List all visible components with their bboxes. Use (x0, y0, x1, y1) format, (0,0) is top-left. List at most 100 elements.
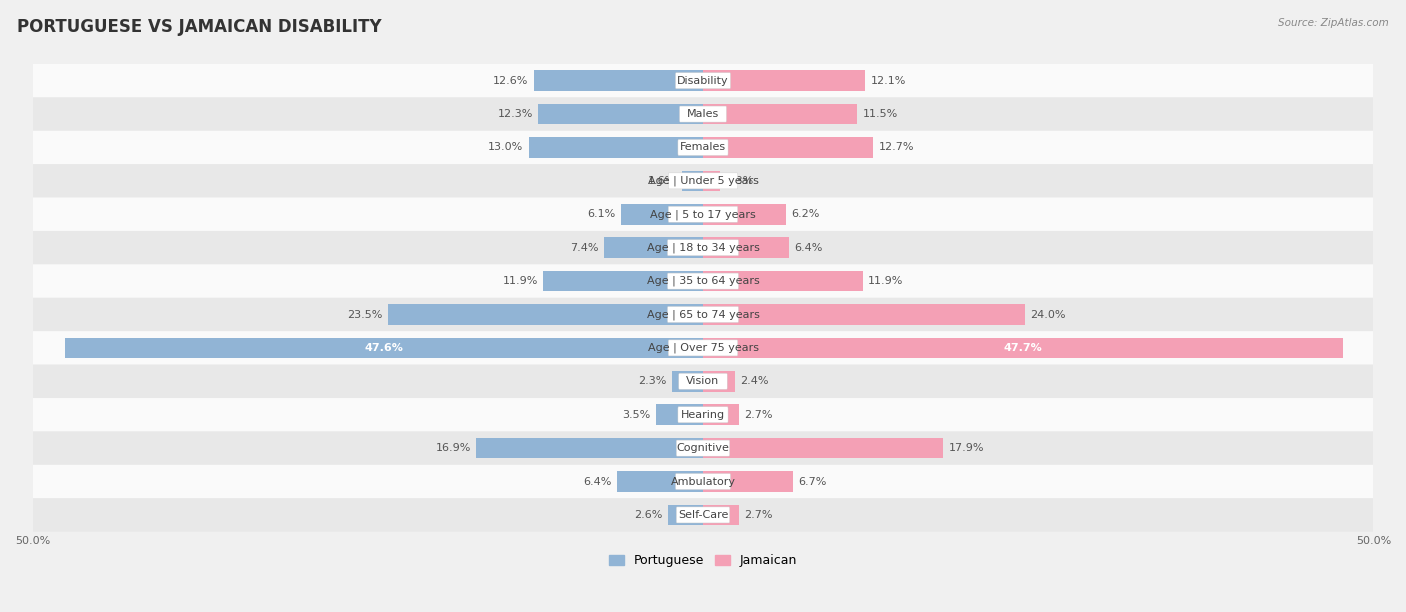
Bar (703, 504, 740, 525)
Text: 1.3%: 1.3% (725, 176, 754, 186)
Text: 11.9%: 11.9% (868, 276, 903, 286)
FancyBboxPatch shape (32, 97, 1374, 131)
FancyBboxPatch shape (32, 498, 1374, 532)
Bar (703, 171, 720, 191)
Bar (668, 504, 703, 525)
Text: 47.6%: 47.6% (364, 343, 404, 353)
FancyBboxPatch shape (675, 474, 731, 490)
Text: Age | 35 to 64 years: Age | 35 to 64 years (647, 276, 759, 286)
FancyBboxPatch shape (668, 340, 738, 356)
Text: 3.5%: 3.5% (623, 409, 651, 420)
FancyBboxPatch shape (675, 73, 731, 89)
Text: PORTUGUESE VS JAMAICAN DISABILITY: PORTUGUESE VS JAMAICAN DISABILITY (17, 18, 381, 36)
Bar (603, 237, 703, 258)
FancyBboxPatch shape (678, 140, 728, 155)
FancyBboxPatch shape (668, 273, 738, 289)
Bar (703, 405, 740, 425)
FancyBboxPatch shape (32, 164, 1374, 198)
Legend: Portuguese, Jamaican: Portuguese, Jamaican (605, 549, 801, 572)
Text: Females: Females (681, 143, 725, 152)
Text: 11.5%: 11.5% (862, 109, 898, 119)
Text: 13.0%: 13.0% (488, 143, 523, 152)
FancyBboxPatch shape (668, 173, 738, 189)
Text: 11.9%: 11.9% (503, 276, 538, 286)
FancyBboxPatch shape (679, 106, 727, 122)
FancyBboxPatch shape (668, 307, 738, 323)
FancyBboxPatch shape (32, 365, 1374, 398)
Bar (657, 405, 703, 425)
Text: 12.1%: 12.1% (870, 76, 905, 86)
Bar (703, 304, 1025, 325)
FancyBboxPatch shape (32, 298, 1374, 331)
FancyBboxPatch shape (676, 440, 730, 456)
Text: 2.7%: 2.7% (745, 510, 773, 520)
Text: Ambulatory: Ambulatory (671, 477, 735, 487)
Text: 12.6%: 12.6% (494, 76, 529, 86)
Text: 12.3%: 12.3% (498, 109, 533, 119)
FancyBboxPatch shape (32, 264, 1374, 298)
FancyBboxPatch shape (32, 398, 1374, 431)
Bar (703, 471, 793, 492)
FancyBboxPatch shape (32, 431, 1374, 465)
Text: 6.4%: 6.4% (583, 477, 612, 487)
FancyBboxPatch shape (668, 240, 738, 256)
Text: Disability: Disability (678, 76, 728, 86)
Bar (672, 371, 703, 392)
Text: 6.2%: 6.2% (792, 209, 820, 219)
Bar (703, 237, 789, 258)
Bar (538, 103, 703, 124)
Bar (703, 137, 873, 158)
Bar (65, 338, 703, 358)
Text: 7.4%: 7.4% (569, 243, 599, 253)
Text: 1.6%: 1.6% (648, 176, 676, 186)
FancyBboxPatch shape (679, 373, 727, 389)
FancyBboxPatch shape (668, 206, 738, 222)
Text: Males: Males (688, 109, 718, 119)
Text: Cognitive: Cognitive (676, 443, 730, 453)
Bar (534, 70, 703, 91)
Text: Self-Care: Self-Care (678, 510, 728, 520)
FancyBboxPatch shape (678, 407, 728, 423)
Text: 17.9%: 17.9% (949, 443, 984, 453)
Bar (703, 204, 786, 225)
Bar (477, 438, 703, 458)
Text: 2.4%: 2.4% (741, 376, 769, 386)
Text: Age | Over 75 years: Age | Over 75 years (648, 343, 758, 353)
Text: 12.7%: 12.7% (879, 143, 914, 152)
Text: 6.4%: 6.4% (794, 243, 823, 253)
Bar (529, 137, 703, 158)
Text: Age | Under 5 years: Age | Under 5 years (648, 176, 758, 186)
Bar (703, 70, 865, 91)
Text: 16.9%: 16.9% (436, 443, 471, 453)
Bar (703, 371, 735, 392)
Bar (703, 338, 1343, 358)
Text: Vision: Vision (686, 376, 720, 386)
Text: Age | 18 to 34 years: Age | 18 to 34 years (647, 242, 759, 253)
Text: Age | 5 to 17 years: Age | 5 to 17 years (650, 209, 756, 220)
FancyBboxPatch shape (32, 64, 1374, 97)
Bar (703, 271, 862, 291)
Bar (703, 103, 858, 124)
Text: 6.1%: 6.1% (588, 209, 616, 219)
Text: 24.0%: 24.0% (1031, 310, 1066, 319)
Text: Source: ZipAtlas.com: Source: ZipAtlas.com (1278, 18, 1389, 28)
Bar (621, 204, 703, 225)
Text: Age | 65 to 74 years: Age | 65 to 74 years (647, 309, 759, 319)
Text: 2.7%: 2.7% (745, 409, 773, 420)
Text: Hearing: Hearing (681, 409, 725, 420)
FancyBboxPatch shape (32, 465, 1374, 498)
Bar (544, 271, 703, 291)
FancyBboxPatch shape (32, 198, 1374, 231)
Text: 23.5%: 23.5% (347, 310, 382, 319)
Text: 2.3%: 2.3% (638, 376, 666, 386)
FancyBboxPatch shape (676, 507, 730, 523)
Text: 47.7%: 47.7% (1004, 343, 1042, 353)
Text: 2.6%: 2.6% (634, 510, 662, 520)
Bar (682, 171, 703, 191)
Bar (388, 304, 703, 325)
Bar (617, 471, 703, 492)
Text: 6.7%: 6.7% (799, 477, 827, 487)
FancyBboxPatch shape (32, 231, 1374, 264)
FancyBboxPatch shape (32, 331, 1374, 365)
Bar (703, 438, 943, 458)
